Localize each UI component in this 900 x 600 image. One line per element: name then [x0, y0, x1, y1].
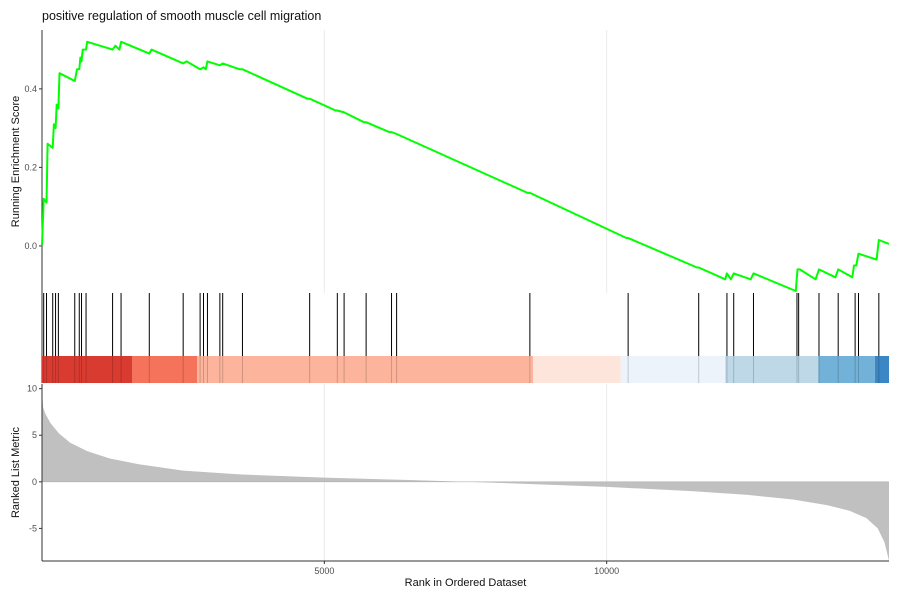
rank-color-band	[620, 356, 726, 383]
ranked-metric-area	[42, 389, 889, 561]
y-axis-title-score: Running Enrichment Score	[10, 96, 22, 227]
y-tick-label-score: 0.0	[24, 241, 37, 251]
rank-color-band	[725, 356, 819, 383]
x-tick-label: 10000	[594, 566, 619, 576]
plot-title: positive regulation of smooth muscle cel…	[42, 9, 322, 23]
running-score-line	[41, 40, 890, 292]
rank-color-band	[818, 356, 875, 383]
rank-color-band	[533, 356, 621, 383]
y-tick-label-score: 0.4	[24, 84, 37, 94]
rank-color-band	[874, 356, 889, 383]
y-tick-label-metric: 10	[27, 384, 37, 394]
rank-color-band	[132, 356, 198, 383]
y-tick-label-metric: 0	[32, 477, 37, 487]
rank-color-band	[197, 356, 534, 383]
x-tick-label: 5000	[314, 566, 334, 576]
y-tick-label-score: 0.2	[24, 162, 37, 172]
x-axis-title: Rank in Ordered Dataset	[405, 577, 527, 589]
y-axis-title-metric: Ranked List Metric	[10, 426, 22, 518]
rank-color-band	[42, 356, 133, 383]
y-tick-label-metric: 5	[32, 430, 37, 440]
y-tick-label-metric: -5	[29, 523, 37, 533]
